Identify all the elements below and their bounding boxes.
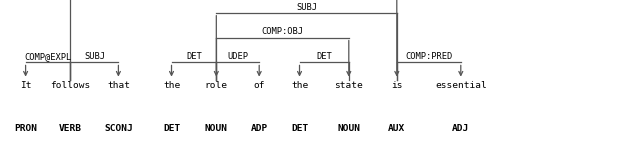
Text: DET: DET: [186, 52, 202, 61]
Text: role: role: [205, 81, 228, 90]
Text: PRON: PRON: [14, 125, 37, 133]
Text: essential: essential: [435, 81, 486, 90]
Text: SUBJ: SUBJ: [296, 3, 317, 12]
Text: SUBJ: SUBJ: [84, 52, 105, 61]
Text: NOUN: NOUN: [205, 125, 228, 133]
Text: NOUN: NOUN: [337, 125, 360, 133]
Text: ADJ: ADJ: [452, 125, 469, 133]
Text: VERB: VERB: [59, 125, 82, 133]
Text: DET: DET: [316, 52, 332, 61]
Text: that: that: [107, 81, 130, 90]
Text: COMP:OBJ: COMP:OBJ: [262, 28, 303, 36]
Text: is: is: [391, 81, 403, 90]
Text: the: the: [291, 81, 308, 90]
Text: the: the: [163, 81, 180, 90]
Text: UDEP: UDEP: [227, 52, 248, 61]
Text: DET: DET: [291, 125, 308, 133]
Text: of: of: [253, 81, 265, 90]
Text: state: state: [335, 81, 363, 90]
Text: COMP:PRED: COMP:PRED: [405, 52, 452, 61]
Text: COMP@EXPL: COMP@EXPL: [24, 52, 72, 61]
Text: follows: follows: [51, 81, 90, 90]
Text: ADP: ADP: [251, 125, 268, 133]
Text: AUX: AUX: [388, 125, 405, 133]
Text: It: It: [20, 81, 31, 90]
Text: DET: DET: [163, 125, 180, 133]
Text: SCONJ: SCONJ: [104, 125, 132, 133]
